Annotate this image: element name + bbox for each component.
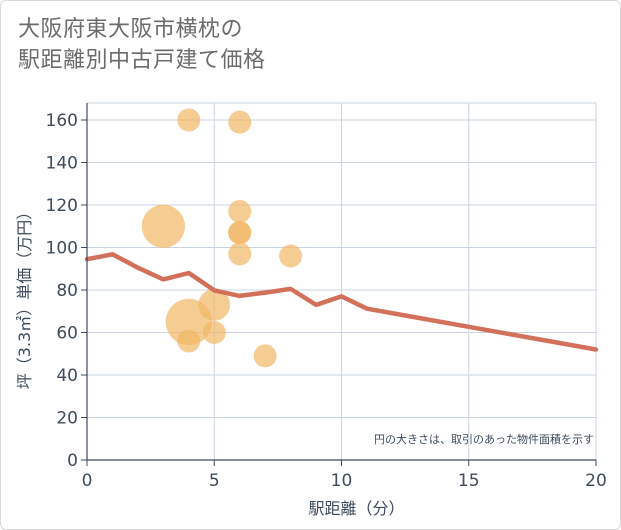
bubble-point — [141, 204, 186, 248]
y-tick-label: 60 — [56, 324, 78, 344]
y-axis-title: 坪（3.3㎡）単価（万円） — [15, 204, 34, 389]
x-axis-title: 駅距離（分） — [308, 499, 404, 518]
y-tick-label: 40 — [56, 366, 78, 386]
y-tick-label: 160 — [46, 111, 78, 131]
title-line-2: 駅距離別中古戸建て価格 — [18, 48, 266, 73]
bubble-point — [279, 244, 303, 268]
grid-lines — [87, 102, 597, 460]
y-tick-label: 120 — [46, 196, 78, 216]
bubble-point — [228, 199, 252, 223]
x-tick-label: 20 — [585, 471, 607, 491]
bubble-point — [202, 321, 226, 344]
y-tick-label: 80 — [56, 281, 78, 301]
tick-labels: 0 20 40 60 80 100 120 140 160 0 5 10 15 20 — [46, 111, 607, 491]
chart-title: 大阪府東大阪市横枕の 駅距離別中古戸建て価格 — [18, 14, 266, 76]
trend-line-layer — [84, 252, 599, 352]
bubble-point — [228, 242, 252, 266]
y-tick-label: 140 — [46, 154, 78, 174]
axes — [81, 103, 597, 466]
bubble-size-note: 円の大きさは、取引のあった物件面積を示す — [374, 432, 594, 446]
x-tick-label: 0 — [82, 471, 93, 491]
bubbles — [141, 108, 303, 368]
y-tick-label: 100 — [46, 239, 78, 259]
bubble-point — [228, 221, 252, 245]
bubble-point — [177, 329, 201, 353]
x-tick-label: 15 — [458, 471, 480, 491]
y-tick-label: 0 — [67, 451, 78, 471]
x-tick-label: 10 — [331, 471, 353, 491]
y-tick-label: 20 — [56, 409, 78, 429]
bubble-point — [198, 288, 231, 321]
bubble-point — [177, 108, 201, 132]
title-line-1: 大阪府東大阪市横枕の — [18, 17, 244, 42]
average-price-line — [84, 252, 599, 352]
bubble-point — [228, 110, 252, 134]
x-tick-label: 5 — [209, 471, 220, 491]
bubble-point — [253, 344, 277, 368]
